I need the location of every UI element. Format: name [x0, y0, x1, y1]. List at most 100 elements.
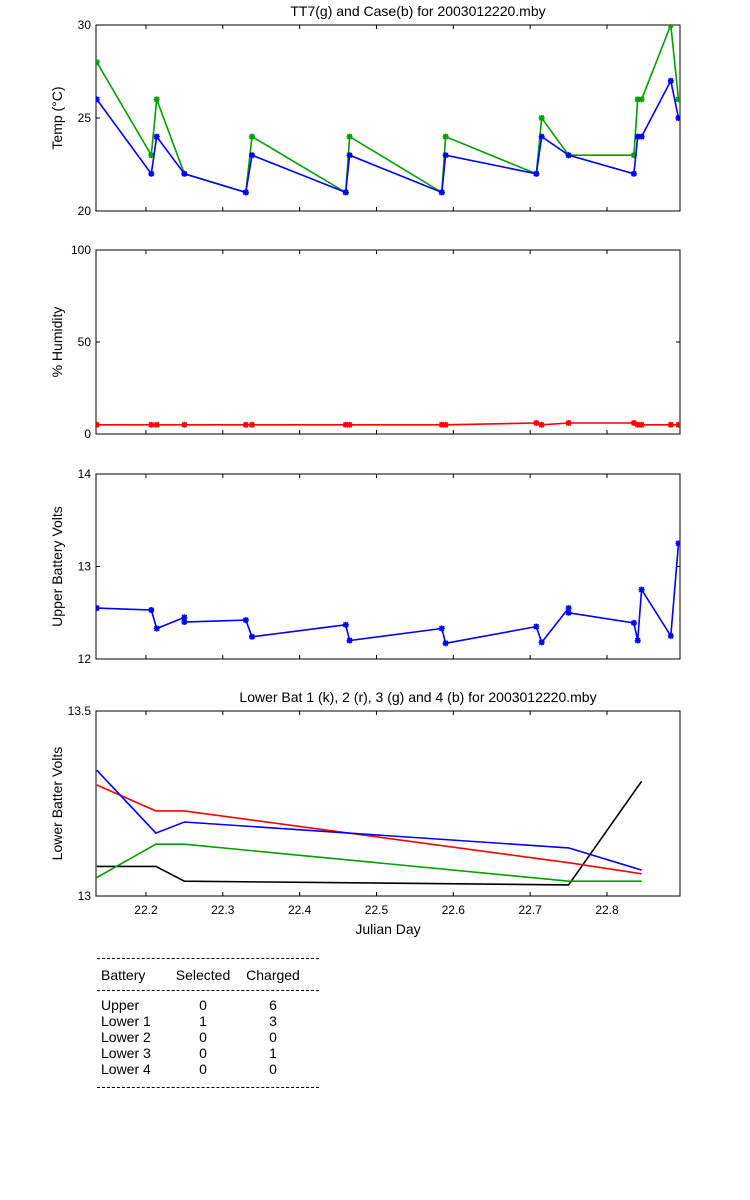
x-axis-label: Julian Day: [355, 921, 420, 937]
battery-selected: 0: [199, 997, 207, 1013]
data-point-marker: [634, 421, 641, 428]
battery-charged: 6: [269, 997, 277, 1013]
data-point-marker: [342, 421, 349, 428]
data-point-marker: [638, 133, 645, 140]
battery-name: Lower 3: [101, 1045, 151, 1061]
series-layer: [96, 769, 643, 886]
header-battery: Battery: [101, 967, 146, 983]
data-point-marker: [533, 623, 540, 630]
y-axis-label: Lower Batter Volts: [49, 747, 65, 861]
y-tick-label: 50: [78, 335, 92, 349]
upper-battery-panel: 12 13 14 Upper Battery Volts: [49, 467, 681, 666]
battery-charged: 1: [269, 1045, 277, 1061]
data-point-marker: [538, 421, 545, 428]
data-point-marker: [148, 152, 155, 159]
x-tick-label: 22.3: [211, 903, 235, 917]
y-tick-label: 30: [78, 18, 92, 32]
data-point-marker: [638, 96, 645, 103]
series-line-temp-1: [96, 25, 680, 194]
data-point-marker: [533, 170, 540, 177]
data-point-marker: [675, 115, 680, 121]
data-point-marker: [248, 133, 255, 140]
series-line-lower-battery-3: [96, 843, 642, 883]
battery-charged: 0: [269, 1061, 277, 1077]
data-point-marker: [565, 609, 572, 616]
series-line-lower-battery-2: [96, 784, 642, 875]
data-point-marker: [442, 421, 449, 428]
data-point-marker: [242, 617, 249, 624]
header-charged: Charged: [246, 967, 300, 983]
data-point-marker: [630, 419, 637, 426]
data-point-marker: [538, 639, 545, 646]
y-tick-label: 20: [78, 204, 92, 218]
header-selected: Selected: [175, 967, 231, 983]
x-tick-label: 22.7: [518, 903, 542, 917]
data-point-marker: [438, 189, 445, 196]
data-point-marker: [96, 605, 100, 612]
x-tick-label: 22.4: [288, 903, 312, 917]
table-row: Lower 1 1 3: [97, 1013, 319, 1029]
data-point-marker: [442, 640, 449, 647]
data-point-marker: [634, 96, 641, 103]
table-top-rule: [97, 958, 319, 959]
data-point-marker: [634, 133, 641, 140]
data-point-marker: [638, 421, 645, 428]
data-point-marker: [181, 619, 188, 625]
data-point-marker: [565, 419, 572, 426]
data-point-marker: [346, 637, 353, 644]
plot-frame: [95, 710, 681, 897]
x-tick-label: 22.6: [442, 903, 466, 917]
data-point-marker: [153, 96, 160, 103]
data-point-marker: [630, 619, 637, 626]
data-point-marker: [181, 614, 188, 621]
table-row: Upper 0 6: [97, 997, 319, 1013]
data-point-marker: [248, 633, 255, 640]
data-point-marker: [438, 421, 445, 428]
battery-name: Lower 1: [101, 1013, 151, 1029]
data-point-marker: [153, 133, 160, 140]
battery-charged: 0: [269, 1029, 277, 1045]
x-tick-label: 22.5: [365, 903, 389, 917]
battery-selected: 0: [199, 1029, 207, 1045]
x-tick-label: 22.8: [595, 903, 619, 917]
series-layer: [96, 540, 680, 647]
battery-name: Upper: [101, 997, 140, 1013]
battery-charged: 3: [269, 1013, 277, 1029]
data-point-marker: [667, 77, 674, 84]
table-bottom-rule: [97, 1087, 319, 1088]
series-line-upper-battery-1: [96, 543, 680, 645]
battery-selected: 0: [199, 1045, 207, 1061]
battery-selected: 1: [199, 1013, 207, 1029]
battery-selected: 0: [199, 1061, 207, 1077]
data-point-marker: [667, 632, 674, 639]
plot-frame: [95, 249, 681, 435]
table-row: Lower 2 0 0: [97, 1029, 319, 1045]
data-point-marker: [181, 170, 188, 177]
data-point-marker: [630, 152, 637, 159]
data-point-marker: [638, 586, 645, 593]
temperature-panel: 20 25 30 TT7(g) and Case(b) for 2003012220.…: [49, 3, 681, 218]
y-tick-label: 13: [78, 889, 92, 903]
data-point-marker: [96, 421, 100, 428]
data-point-marker: [346, 421, 353, 428]
data-point-marker: [96, 96, 100, 103]
data-point-marker: [248, 421, 255, 428]
y-tick-label: 13.5: [68, 704, 92, 718]
data-point-marker: [442, 133, 449, 140]
y-tick-label: 0: [84, 427, 91, 441]
y-axis-label: Upper Battery Volts: [49, 506, 65, 627]
plot-frame: [95, 473, 681, 660]
table-body: Upper 0 6 Lower 1 1 3 Lower 2 0 0 Lower …: [97, 991, 319, 1087]
y-tick-label: 12: [78, 652, 92, 666]
data-point-marker: [538, 115, 545, 121]
data-point-marker: [181, 421, 188, 428]
plot-frame: [95, 24, 681, 212]
data-point-marker: [538, 133, 545, 140]
data-point-marker: [634, 637, 641, 644]
data-point-marker: [242, 189, 249, 196]
y-axis-label: % Humidity: [49, 307, 65, 378]
data-point-marker: [438, 625, 445, 632]
data-point-marker: [96, 59, 100, 66]
data-point-marker: [667, 25, 674, 28]
